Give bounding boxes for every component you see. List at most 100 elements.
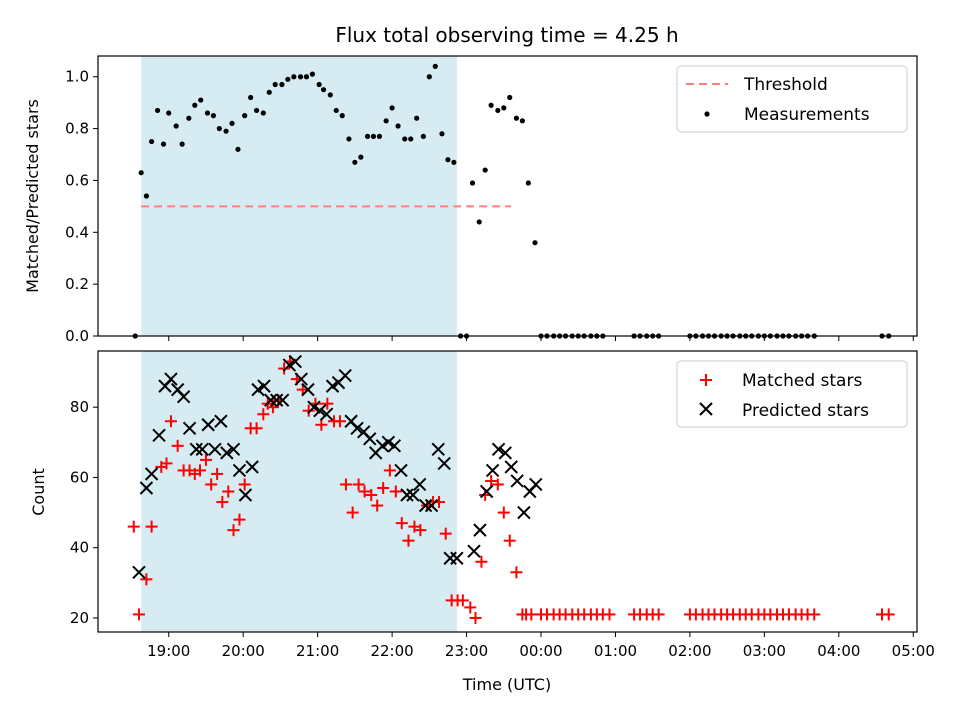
matched-star-point xyxy=(127,520,140,533)
bottom-x-tick-label: 22:00 xyxy=(370,642,413,660)
predicted-star-point xyxy=(144,467,159,481)
measurement-point xyxy=(235,146,241,152)
predicted-star-point xyxy=(437,456,451,471)
predicted-star-point xyxy=(220,446,234,460)
matched-star-point xyxy=(395,517,408,530)
predicted-star-point xyxy=(245,460,259,474)
measurement-point xyxy=(482,167,488,173)
predicted-star-b xyxy=(381,435,396,450)
bottom-axes-frame xyxy=(97,350,918,633)
matched-star-point xyxy=(497,506,510,519)
matched-star-point xyxy=(603,608,616,621)
predicted-star-point xyxy=(529,477,543,492)
measurement-point xyxy=(223,128,229,134)
bottom-y-tick-label: 20 xyxy=(70,609,89,627)
predicted-star-b xyxy=(375,439,390,453)
predicted-star-b xyxy=(208,442,222,457)
predicted-star-point xyxy=(232,463,247,478)
measurement-point xyxy=(402,136,408,142)
matched-star-point xyxy=(652,608,665,621)
top-legend: Threshold Measurements xyxy=(676,65,908,133)
predicted-star-b xyxy=(226,442,241,457)
predicted-star-point xyxy=(152,428,166,443)
measurement-point xyxy=(432,63,438,69)
measurement-point xyxy=(154,107,161,114)
matched-star-point xyxy=(199,453,212,466)
matched-star-point xyxy=(321,397,334,410)
top-y-tick-label: 0.4 xyxy=(65,223,89,241)
top-y-tick-label: 0.6 xyxy=(65,171,89,189)
matched-star-point xyxy=(302,404,315,417)
predicted-star-b xyxy=(491,442,506,457)
measurement-point xyxy=(186,115,192,121)
matched-star-point xyxy=(808,608,821,621)
matched-star-point xyxy=(339,478,352,491)
predicted-star-point xyxy=(132,565,146,579)
bottom-x-tick-label: 00:00 xyxy=(519,642,562,660)
matched-star-point xyxy=(414,524,427,537)
predicted-star-point xyxy=(189,442,203,457)
predicted-star-point xyxy=(164,372,178,386)
measurement-point xyxy=(266,89,272,95)
predicted-star-point xyxy=(195,442,209,457)
predicted-star-b xyxy=(251,382,265,397)
predicted-star-point xyxy=(498,446,512,460)
predicted-star-b xyxy=(257,379,271,393)
predicted-star-b xyxy=(144,467,159,481)
predicted-star-b xyxy=(245,460,259,474)
predicted-star-point xyxy=(517,505,531,520)
measurement-point xyxy=(166,110,172,116)
bottom-x-tick-label: 21:00 xyxy=(296,642,339,660)
predicted-star-b xyxy=(264,393,278,407)
matched-star-point xyxy=(194,464,207,477)
predicted-star-point xyxy=(418,498,433,513)
predicted-star-point xyxy=(275,393,290,407)
measurement-point xyxy=(260,110,266,116)
predicted-star-b xyxy=(301,382,315,397)
measurement-point xyxy=(408,136,414,142)
predicted-star-point xyxy=(350,421,364,435)
measurement-point xyxy=(376,133,383,139)
matched-star-point xyxy=(464,601,477,614)
predicted-star-point xyxy=(387,439,402,453)
measurement-point xyxy=(389,105,395,111)
measurement-point xyxy=(370,133,377,139)
measurement-point xyxy=(476,219,482,225)
measurement-point xyxy=(501,105,507,111)
predicted-star-b xyxy=(504,460,518,474)
matched-stars-points xyxy=(127,355,895,624)
bottom-y-axis-label: Count xyxy=(29,468,48,516)
measurement-point xyxy=(160,141,167,147)
predicted-star-point xyxy=(375,439,390,453)
predicted-star-b xyxy=(350,421,364,435)
bottom-y-tick-label: 80 xyxy=(70,398,89,416)
legend-matched-swatch xyxy=(700,374,712,386)
predicted-star-b xyxy=(319,407,334,421)
predicted-star-point xyxy=(473,523,487,537)
matched-star-point xyxy=(257,408,270,421)
predicted-star-point xyxy=(504,460,518,474)
predicted-star-b xyxy=(232,463,247,478)
bottom-y-ticks: 20 40 60 80 xyxy=(70,398,98,627)
matched-star-point xyxy=(250,422,263,435)
predicted-star-point xyxy=(264,393,278,407)
top-shaded-span xyxy=(141,56,457,336)
measurement-point xyxy=(383,118,389,124)
predicted-stars-points xyxy=(132,354,543,579)
predicted-star-point xyxy=(394,463,408,478)
measurement-point xyxy=(352,159,358,165)
measurement-point xyxy=(320,87,327,93)
matched-star-point xyxy=(365,489,378,502)
measurement-point xyxy=(173,123,179,129)
predicted-star-point xyxy=(301,382,315,397)
legend-matched-label: Matched stars xyxy=(742,371,862,391)
predicted-star-point xyxy=(479,484,494,499)
predicted-star-b xyxy=(418,498,433,513)
matched-star-point xyxy=(358,485,371,498)
matched-star-point xyxy=(352,478,365,491)
bottom-legend-box xyxy=(676,360,908,428)
predicted-star-b xyxy=(288,354,303,369)
predicted-star-b xyxy=(132,565,146,579)
measurement-point xyxy=(242,113,248,119)
